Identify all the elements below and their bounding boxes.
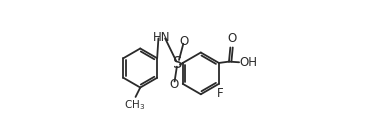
Text: O: O (180, 35, 189, 48)
Text: CH$_3$: CH$_3$ (124, 98, 145, 112)
Text: HN: HN (153, 31, 170, 44)
Text: O: O (227, 33, 236, 45)
Text: F: F (217, 87, 223, 100)
Text: O: O (169, 78, 178, 91)
Text: OH: OH (240, 56, 258, 69)
Text: S: S (173, 56, 183, 71)
